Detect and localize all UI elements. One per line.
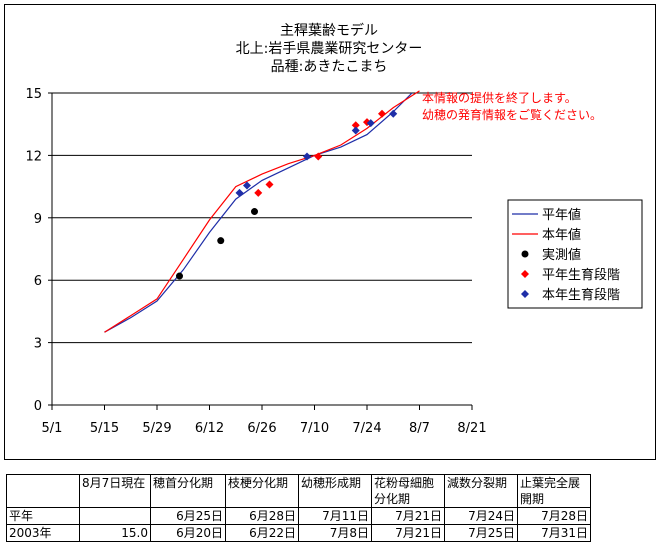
- header-cell-young-panicle: 幼穂形成期: [298, 474, 372, 508]
- leaf-age-chart: 主稈葉齢モデル 北上:岩手県農業研究センター 品種:あきたこまち 5/1 5/15…: [25, 22, 643, 436]
- x-axis-ticks: 5/1 5/15 5/29 6/12 6/26 7/10 7/24 8/7 8/21: [42, 405, 487, 436]
- table-cell: [79, 507, 151, 525]
- legend-swatch: [521, 290, 529, 298]
- table-cell: 7月8日: [298, 524, 372, 542]
- data-point: [217, 237, 225, 245]
- x-tick-label: 6/12: [195, 421, 224, 436]
- data-point: [265, 180, 274, 189]
- data-point: [351, 121, 360, 130]
- y-tick-label: 6: [34, 274, 42, 289]
- x-tick-label: 5/29: [142, 421, 171, 436]
- gridlines: [52, 92, 472, 344]
- x-tick-label: 6/26: [247, 421, 276, 436]
- axes: [51, 93, 472, 406]
- table-cell: 7月31日: [517, 524, 591, 542]
- header-cell-branch: 枝梗分化期: [225, 474, 299, 508]
- legend-label: 平年生育段階: [542, 267, 620, 283]
- growth-stage-table: 8月7日現在 穂首分化期 枝梗分化期 幼穂形成期 花粉母細胞分化期 減数分裂期 …: [6, 474, 591, 542]
- data-point: [303, 152, 311, 161]
- table-header-row: 8月7日現在 穂首分化期 枝梗分化期 幼穂形成期 花粉母細胞分化期 減数分裂期 …: [6, 474, 591, 508]
- header-cell-panicle-neck: 穂首分化期: [150, 474, 226, 508]
- series-1: [104, 90, 420, 333]
- y-axis-ticks: 0 3 6 9 12 15: [25, 87, 52, 414]
- x-tick-label: 5/1: [42, 421, 63, 436]
- note-line-1: 本情報の提供を終了します。: [422, 90, 577, 105]
- legend-swatch: [521, 270, 529, 278]
- legend-label: 本年値: [542, 227, 581, 243]
- table-cell: 7月25日: [444, 524, 518, 542]
- y-tick-label: 12: [25, 149, 42, 164]
- y-tick-label: 3: [34, 337, 42, 352]
- table-cell: 7月11日: [298, 507, 372, 525]
- table-cell: 7月21日: [371, 507, 445, 525]
- series-4: [235, 109, 398, 197]
- x-tick-label: 8/21: [457, 421, 486, 436]
- legend-box: [507, 199, 643, 309]
- row-label: 平年: [6, 507, 80, 525]
- table-cell: 6月25日: [150, 507, 226, 525]
- y-tick-label: 15: [25, 87, 42, 102]
- legend-item: 本年生育段階: [521, 287, 620, 303]
- end-of-service-note: 本情報の提供を終了します。 幼穂の発育情報をご覧ください。: [422, 90, 602, 122]
- header-cell-meiosis: 減数分裂期: [444, 474, 518, 508]
- table-cell: 7月28日: [517, 507, 591, 525]
- x-tick-label: 7/24: [352, 421, 381, 436]
- data-point: [314, 152, 323, 161]
- legend-label: 本年生育段階: [542, 287, 620, 303]
- y-tick-label: 0: [34, 399, 42, 414]
- title-line-2: 北上:岩手県農業研究センター: [236, 41, 423, 57]
- data-point: [366, 119, 375, 128]
- series-line: [104, 92, 413, 333]
- data-point: [389, 109, 398, 118]
- x-tick-label: 7/10: [300, 421, 329, 436]
- header-cell-flag-leaf: 止葉完全展開期: [517, 474, 591, 508]
- legend-label: 実測値: [542, 247, 581, 263]
- data-point: [351, 126, 360, 135]
- data-point: [251, 208, 258, 216]
- data-point: [176, 272, 183, 280]
- table-cell: 7月24日: [444, 507, 518, 525]
- legend-item: 実測値: [521, 247, 581, 263]
- legend-item: 本年値: [512, 227, 581, 243]
- y-tick-label: 9: [34, 212, 42, 227]
- chart-title: 主稈葉齢モデル 北上:岩手県農業研究センター 品種:あきたこまち: [236, 22, 423, 75]
- table-cell: 15.0: [79, 524, 151, 542]
- row-label: 2003年: [6, 524, 80, 542]
- legend-label: 平年値: [542, 207, 581, 223]
- table-cell: 6月22日: [225, 524, 299, 542]
- series-0: [104, 92, 413, 333]
- series-2: [176, 208, 258, 280]
- table-row-normal-year: 平年 6月25日 6月28日 7月11日 7月21日 7月24日 7月28日: [6, 507, 591, 525]
- data-point: [254, 188, 263, 197]
- legend-item: 平年生育段階: [521, 267, 620, 283]
- header-cell-pollen-mother-cell: 花粉母細胞分化期: [371, 474, 445, 508]
- table-row-2003: 2003年 15.0 6月20日 6月22日 7月8日 7月21日 7月25日 …: [6, 524, 591, 542]
- header-cell-date: 8月7日現在: [79, 474, 151, 508]
- data-point: [235, 188, 244, 197]
- legend-swatch: [521, 250, 529, 258]
- table-cell: 6月20日: [150, 524, 226, 542]
- title-line-3: 品種:あきたこまち: [271, 59, 388, 75]
- title-line-1: 主稈葉齢モデル: [280, 22, 378, 39]
- x-tick-label: 8/7: [409, 421, 430, 436]
- table-cell: 6月28日: [225, 507, 299, 525]
- x-tick-label: 5/15: [90, 421, 119, 436]
- data-point: [243, 181, 251, 190]
- note-line-2: 幼穂の発育情報をご覧ください。: [422, 107, 602, 122]
- table-cell: 7月21日: [371, 524, 445, 542]
- legend-item: 平年値: [512, 207, 581, 223]
- data-point: [378, 109, 386, 118]
- header-cell-blank: [6, 474, 80, 508]
- series-line: [104, 90, 420, 333]
- series-layer: [104, 90, 420, 333]
